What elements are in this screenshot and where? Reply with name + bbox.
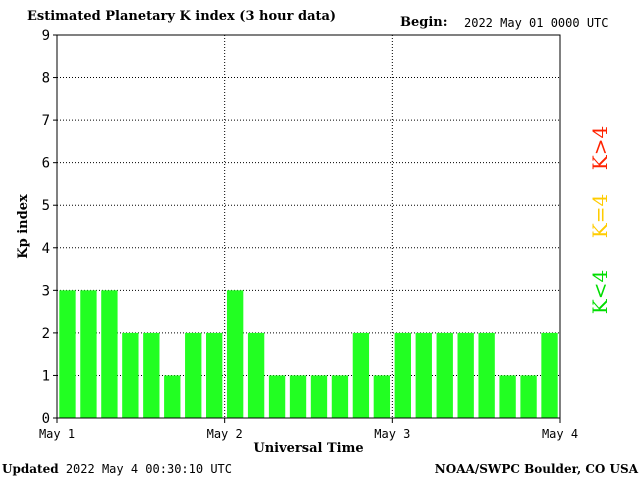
y-tick-label: 4 bbox=[42, 241, 50, 257]
legend-item: K>4 bbox=[588, 126, 612, 170]
kp-bar bbox=[352, 332, 370, 418]
y-axis-label: Kp index bbox=[16, 194, 31, 259]
kp-bar bbox=[499, 375, 516, 418]
kp-bar bbox=[247, 332, 265, 418]
y-tick-label: 6 bbox=[42, 156, 50, 172]
kp-bar bbox=[143, 332, 160, 418]
kp-bar bbox=[268, 375, 286, 418]
x-tick-label: May 1 bbox=[39, 427, 75, 441]
y-tick-label: 5 bbox=[42, 198, 50, 214]
y-tick-label: 8 bbox=[42, 71, 50, 87]
y-tick-label: 2 bbox=[42, 326, 50, 342]
kp-bar bbox=[520, 375, 537, 418]
kp-bar bbox=[373, 375, 391, 418]
kp-bar bbox=[310, 375, 328, 418]
kp-bar bbox=[541, 332, 558, 418]
kp-bar bbox=[185, 332, 202, 418]
y-tick-label: 7 bbox=[42, 113, 50, 129]
updated-label: Updated bbox=[2, 462, 59, 476]
x-tick-label: May 2 bbox=[207, 427, 243, 441]
y-tick-label: 1 bbox=[42, 368, 50, 384]
kp-bar bbox=[101, 290, 118, 418]
x-axis-label: Universal Time bbox=[253, 441, 363, 456]
legend-item: K<4 bbox=[588, 270, 612, 314]
kp-bar bbox=[478, 332, 495, 418]
y-tick-label: 3 bbox=[42, 283, 50, 299]
y-tick-label: 0 bbox=[42, 411, 50, 427]
plot-frame bbox=[56, 34, 561, 419]
kp-bar bbox=[289, 375, 307, 418]
kp-bar bbox=[436, 332, 453, 418]
data-source: NOAA/SWPC Boulder, CO USA bbox=[434, 462, 638, 476]
kp-bar bbox=[457, 332, 474, 418]
begin-value: 2022 May 01 0000 UTC bbox=[464, 16, 609, 30]
chart-title: Estimated Planetary K index (3 hour data… bbox=[27, 9, 337, 24]
x-tick-label: May 3 bbox=[374, 427, 410, 441]
begin-label: Begin: bbox=[400, 15, 448, 30]
kp-bar bbox=[226, 290, 244, 418]
x-tick-label: May 4 bbox=[542, 427, 578, 441]
kp-bar bbox=[394, 332, 411, 418]
kp-bar bbox=[122, 332, 139, 418]
kp-bar bbox=[59, 290, 76, 418]
kp-bar bbox=[206, 332, 223, 418]
updated-timestamp: Updated 2022 May 4 00:30:10 UTC bbox=[2, 462, 232, 476]
kp-bar bbox=[164, 375, 181, 418]
kp-bar bbox=[331, 375, 349, 418]
kp-bar bbox=[415, 332, 432, 418]
y-tick-label: 9 bbox=[42, 28, 50, 44]
kp-bar bbox=[80, 290, 97, 418]
updated-value: 2022 May 4 00:30:10 UTC bbox=[65, 462, 232, 476]
legend-item: K=4 bbox=[588, 194, 612, 238]
